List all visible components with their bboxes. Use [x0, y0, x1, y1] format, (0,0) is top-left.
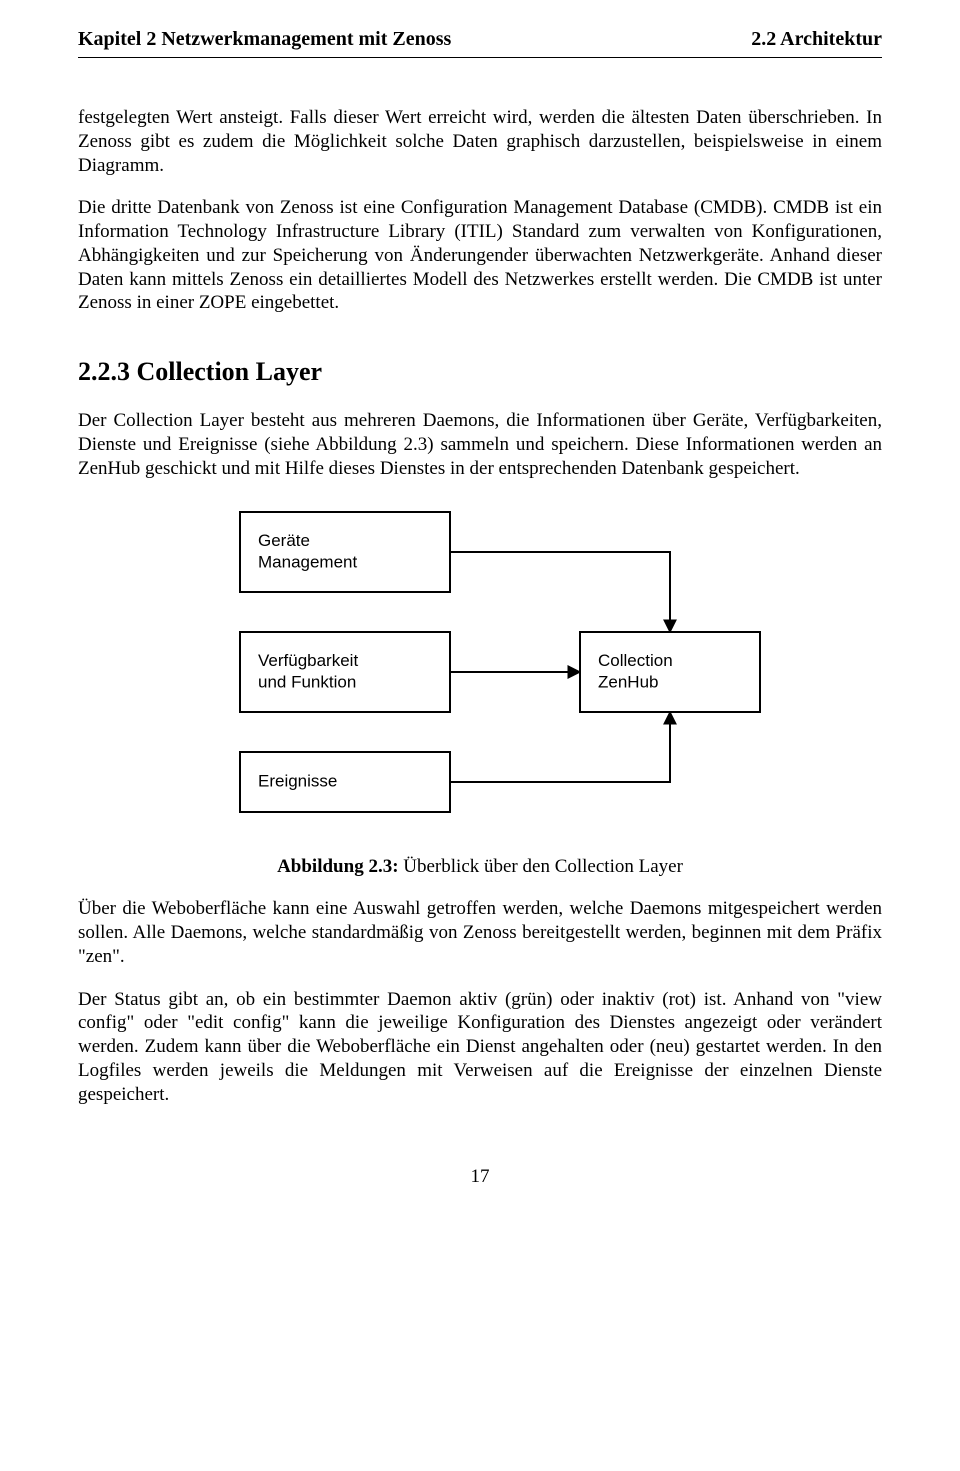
svg-text:Collection: Collection [598, 651, 673, 670]
paragraph: Der Status gibt an, ob ein bestimmter Da… [78, 988, 882, 1107]
svg-text:Ereignisse: Ereignisse [258, 772, 337, 791]
svg-text:ZenHub: ZenHub [598, 673, 658, 692]
paragraph: Die dritte Datenbank von Zenoss ist eine… [78, 196, 882, 315]
svg-text:und Funktion: und Funktion [258, 673, 356, 692]
svg-text:Verfügbarkeit: Verfügbarkeit [258, 651, 358, 670]
figure-caption: Abbildung 2.3: Überblick über den Collec… [78, 856, 882, 878]
page-number: 17 [78, 1166, 882, 1188]
header-left: Kapitel 2 Netzwerkmanagement mit Zenoss [78, 28, 451, 51]
figure: Geräte Management Verfügbarkeit und Funktio… [78, 502, 882, 878]
collection-layer-diagram: Geräte Management Verfügbarkeit und Funktio… [160, 502, 800, 842]
paragraph: Über die Weboberfläche kann eine Auswahl… [78, 897, 882, 968]
figure-caption-text: Überblick über den Collection Layer [399, 856, 683, 877]
section-heading: 2.2.3 Collection Layer [78, 357, 882, 387]
page: Kapitel 2 Netzwerkmanagement mit Zenoss … [0, 0, 960, 1228]
paragraph: Der Collection Layer besteht aus mehrere… [78, 409, 882, 480]
svg-text:Management: Management [258, 553, 358, 572]
running-header: Kapitel 2 Netzwerkmanagement mit Zenoss … [78, 28, 882, 58]
figure-caption-label: Abbildung 2.3: [277, 856, 398, 877]
svg-text:Geräte: Geräte [258, 531, 310, 550]
header-right: 2.2 Architektur [751, 28, 882, 51]
paragraph: festgelegten Wert ansteigt. Falls dieser… [78, 106, 882, 177]
